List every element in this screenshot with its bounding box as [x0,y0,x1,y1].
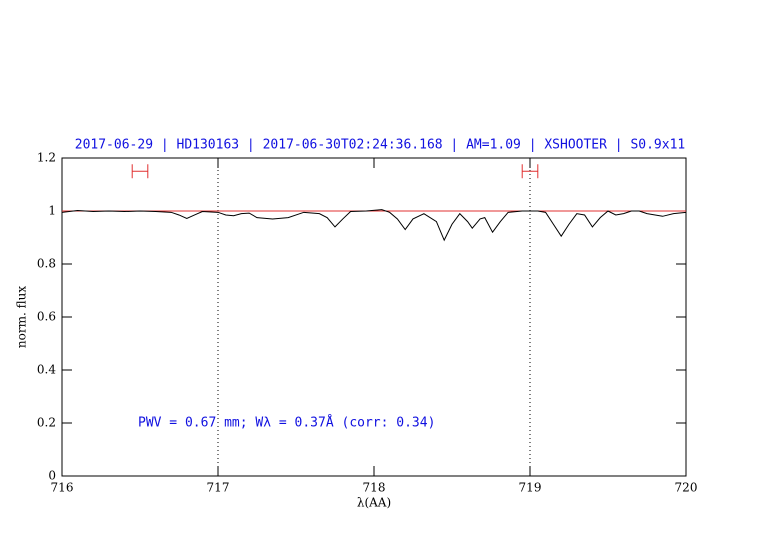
y-tick-label: 0 [48,469,56,483]
y-tick-label: 0.2 [37,416,56,430]
x-axis-label: λ(AA) [357,496,391,510]
spectrum-line [61,209,687,242]
y-tick-label: 0.4 [37,363,56,377]
y-tick-label: 1.2 [37,151,56,165]
x-tick-label: 718 [363,481,386,495]
y-tick-label: 1 [48,204,56,218]
x-tick-label: 716 [51,481,74,495]
x-tick-label: 717 [207,481,230,495]
x-tick-label: 719 [519,481,542,495]
range-marker [131,164,149,179]
x-tick-label: 720 [675,481,698,495]
range-marker [521,164,539,179]
y-tick-label: 0.6 [37,310,56,324]
y-axis-label: norm. flux [15,286,29,348]
annotation: PWV = 0.67 mm; Wλ = 0.37Å (corr: 0.34) [138,415,435,431]
y-tick-label: 0.8 [37,257,56,271]
chart-title: 2017-06-29 | HD130163 | 2017-06-30T02:24… [75,138,685,153]
